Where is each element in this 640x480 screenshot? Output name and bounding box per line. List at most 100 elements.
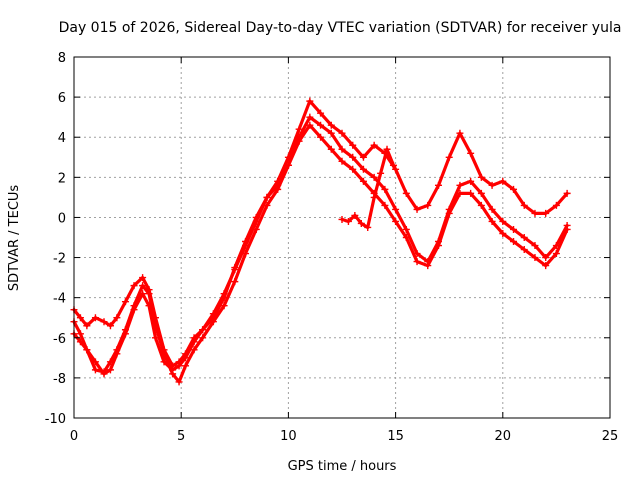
data-point <box>488 181 496 189</box>
data-point <box>520 246 528 254</box>
data-point <box>357 219 365 227</box>
x-tick-labels: 0 5 10 15 20 25 <box>70 429 618 444</box>
data-point <box>456 189 464 197</box>
data-point <box>445 209 453 217</box>
series-line <box>72 123 569 376</box>
data-point <box>467 189 475 197</box>
series-trace-4 <box>338 145 397 231</box>
data-point <box>338 145 346 153</box>
axis-ticks <box>73 56 611 419</box>
data-point <box>510 225 518 233</box>
data-point <box>377 169 385 177</box>
data-point <box>370 141 378 149</box>
data-point <box>344 217 352 225</box>
chart-title: Day 015 of 2026, Sidereal Day-to-day VTE… <box>59 20 622 36</box>
data-point <box>220 302 228 310</box>
data-point <box>499 177 507 185</box>
data-point <box>91 366 99 374</box>
series-trace-1 <box>70 97 571 370</box>
x-axis-label: GPS time / hours <box>288 459 397 474</box>
data-point <box>413 258 421 266</box>
data-point <box>121 330 129 338</box>
data-point <box>488 217 496 225</box>
data-point <box>364 223 372 231</box>
data-point <box>130 282 138 290</box>
data-point <box>456 129 464 137</box>
data-point <box>139 282 147 290</box>
data-point <box>199 326 207 334</box>
y-tick-label: -2 <box>53 252 66 267</box>
y-tick-label: -4 <box>53 292 66 307</box>
data-point <box>317 121 325 129</box>
data-point <box>338 215 346 223</box>
data-point <box>175 362 183 370</box>
data-point <box>242 242 250 250</box>
data-point <box>284 161 292 169</box>
data-point <box>181 362 189 370</box>
data-point <box>100 318 108 326</box>
data-point <box>563 225 571 233</box>
data-point <box>338 129 346 137</box>
data-point <box>327 145 335 153</box>
data-point <box>76 330 84 338</box>
y-tick-label: -6 <box>53 332 66 347</box>
data-point <box>274 181 282 189</box>
data-point <box>151 334 159 342</box>
y-tick-label: 2 <box>58 171 66 186</box>
y-tick-label: 4 <box>58 131 66 146</box>
x-tick-label: 0 <box>70 429 78 444</box>
data-point <box>338 157 346 165</box>
data-point <box>175 378 183 386</box>
data-point <box>488 205 496 213</box>
data-point <box>402 225 410 233</box>
data-point <box>456 181 464 189</box>
data-point <box>383 145 391 153</box>
data-point <box>563 189 571 197</box>
y-axis-label: SDTVAR / TECUs <box>7 185 22 292</box>
data-point <box>477 173 485 181</box>
data-point <box>477 201 485 209</box>
data-point <box>139 290 147 298</box>
data-point <box>359 177 367 185</box>
data-point <box>531 254 539 262</box>
data-point <box>209 318 217 326</box>
data-point <box>359 165 367 173</box>
data-point <box>190 346 198 354</box>
data-point <box>370 193 378 201</box>
data-point <box>317 133 325 141</box>
data-point <box>510 185 518 193</box>
data-point <box>445 153 453 161</box>
data-point <box>531 209 539 217</box>
data-point <box>317 109 325 117</box>
data-point <box>520 201 528 209</box>
data-point <box>531 242 539 250</box>
data-point <box>381 201 389 209</box>
data-point <box>434 181 442 189</box>
data-point <box>113 314 121 322</box>
y-tick-label: 6 <box>58 91 66 106</box>
x-tick-label: 25 <box>602 429 619 444</box>
data-point <box>145 290 153 298</box>
data-point <box>510 238 518 246</box>
x-tick-label: 5 <box>177 429 185 444</box>
data-point <box>467 177 475 185</box>
data-point <box>327 129 335 137</box>
data-point <box>295 125 303 133</box>
data-point <box>467 149 475 157</box>
data-point <box>542 209 550 217</box>
data-point <box>209 310 217 318</box>
data-point <box>145 302 153 310</box>
data-point <box>349 141 357 149</box>
data-point <box>121 298 129 306</box>
y-tick-label: -8 <box>53 372 66 387</box>
series-trace-2 <box>70 113 571 386</box>
data-point <box>499 229 507 237</box>
y-tick-label: -10 <box>45 412 66 427</box>
y-tick-label: 0 <box>58 211 66 226</box>
data-point <box>413 205 421 213</box>
plot-frame <box>73 56 611 419</box>
x-tick-label: 10 <box>280 429 297 444</box>
x-tick-label: 20 <box>495 429 512 444</box>
data-point <box>402 234 410 241</box>
